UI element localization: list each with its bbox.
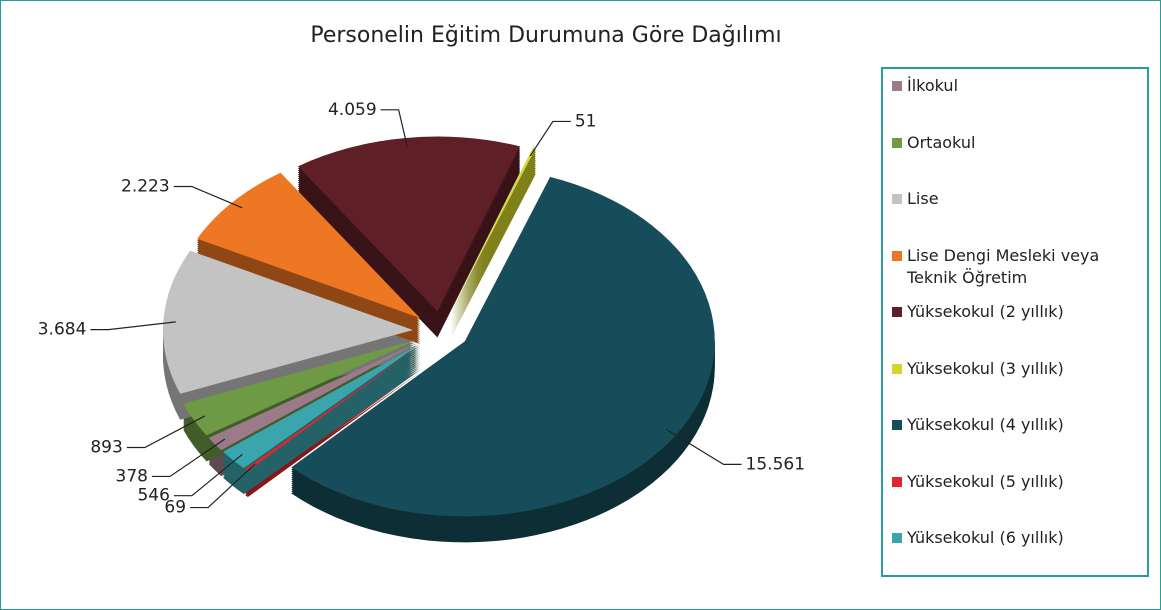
leader-line: [380, 109, 408, 147]
data-label: 546: [137, 486, 169, 506]
slice-side: [450, 149, 536, 315]
legend-label: Yüksekokul (2 yıllık): [907, 302, 1064, 321]
slice-side: [450, 167, 536, 333]
legend: İlkokul Ortaokul Lise Lise Dengi Mesleki ve…: [881, 67, 1149, 577]
leader-line: [90, 321, 176, 331]
legend-item: Yüksekokul (2 yıllık): [889, 301, 1141, 358]
slice-side: [450, 169, 536, 335]
legend-swatch: [892, 137, 902, 148]
legend-label: Lise Dengi Mesleki veya Teknik Öğretim: [907, 245, 1100, 287]
data-label: 3.684: [38, 320, 87, 340]
slice-side: [245, 369, 422, 496]
slice: [208, 342, 419, 451]
data-label: 893: [90, 438, 122, 458]
slice: [450, 147, 536, 313]
chart-title: Personelin Eğitim Durumuna Göre Dağılımı: [310, 23, 781, 48]
legend-label: Yüksekokul (5 yıllık): [907, 471, 1064, 491]
legend-item: Yüksekokul (3 yıllık): [889, 358, 1141, 415]
data-label: 51: [575, 111, 597, 131]
slice-side: [450, 165, 536, 331]
slice: [163, 250, 414, 394]
legend-label: Yüksekokul (3 yıllık): [907, 358, 1064, 378]
slice-side: [450, 159, 536, 325]
legend-item: Ortaokul: [889, 132, 1141, 189]
leader-line: [151, 438, 226, 478]
data-label: 15.561: [746, 454, 805, 474]
slice-side: [245, 371, 422, 498]
legend-swatch: [892, 420, 902, 430]
slice-side: [450, 163, 536, 329]
leader-line: [665, 428, 742, 465]
legend-swatch: [892, 81, 902, 91]
data-label: 69: [164, 498, 186, 518]
slice: [223, 344, 421, 469]
data-label: 4.059: [328, 100, 377, 120]
slice-side: [450, 153, 536, 319]
legend-label: Yüksekokul (6 yıllık): [907, 528, 1064, 547]
leader-line: [190, 463, 256, 509]
legend-label: Yüksekokul (4 yıllık): [907, 415, 1064, 434]
data-label: 378: [116, 466, 148, 486]
legend-item: Yüksekokul (6 yıllık): [889, 527, 1141, 584]
legend-swatch: [892, 363, 902, 374]
legend-swatch: [892, 476, 902, 487]
slice: [197, 172, 421, 319]
legend-item: Yüksekokul (5 yıllık): [889, 471, 1141, 528]
slice-side: [450, 157, 536, 323]
leader-line: [173, 185, 243, 209]
slice: [245, 345, 422, 472]
slices: [163, 136, 715, 543]
legend-item: Lise: [889, 188, 1141, 245]
slice-side: [450, 155, 536, 321]
slice: [291, 176, 715, 517]
legend-swatch: [892, 307, 902, 317]
legend-swatch: [892, 250, 902, 261]
legend-swatch: [892, 533, 902, 543]
legend-label: Lise: [907, 189, 939, 208]
leader-line: [173, 453, 243, 497]
slice: [297, 136, 521, 312]
slice-side: [450, 161, 536, 327]
slice-side: [450, 171, 536, 337]
leader-line: [529, 120, 571, 157]
slice-side: [450, 151, 536, 317]
leader-line: [126, 415, 206, 449]
legend-swatch: [892, 194, 902, 204]
legend-item: Lise Dengi Mesleki veya Teknik Öğretim: [889, 245, 1141, 302]
data-label: 2.223: [121, 176, 170, 196]
legend-item: İlkokul: [889, 75, 1141, 132]
legend-label: Ortaokul: [907, 132, 976, 152]
slice: [183, 339, 417, 436]
legend-item: Yüksekokul (4 yıllık): [889, 414, 1141, 471]
legend-label: İlkokul: [907, 76, 959, 95]
slice-side: [450, 173, 536, 339]
